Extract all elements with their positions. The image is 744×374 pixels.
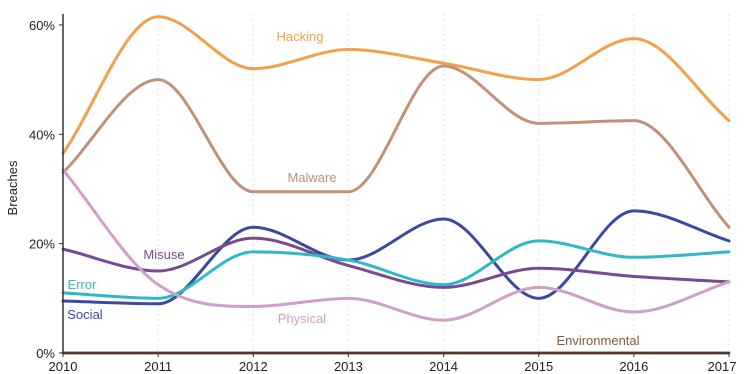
series-label-malware: Malware bbox=[287, 170, 336, 185]
x-tick-label: 2015 bbox=[524, 359, 553, 374]
label-layer: Hacking Malware Social Misuse Error Physical E… bbox=[67, 29, 639, 348]
series-line-physical bbox=[61, 168, 731, 322]
x-tick-label: 2010 bbox=[49, 359, 78, 374]
y-tick-label: 0% bbox=[36, 346, 55, 361]
series-line-error bbox=[61, 239, 731, 300]
y-tick-label: 20% bbox=[29, 237, 55, 252]
y-axis-title: Breaches bbox=[5, 160, 20, 215]
series-line-hacking bbox=[61, 15, 731, 155]
series-label-hacking: Hacking bbox=[277, 29, 324, 44]
series-label-misuse: Misuse bbox=[143, 247, 184, 262]
x-tick-label: 2011 bbox=[144, 359, 172, 374]
axis-layer: Breaches bbox=[5, 14, 729, 354]
tick-layer: 0% 20% 40% 60% 2010 2011 2012 2013 2014 2015 2016 2… bbox=[29, 18, 736, 374]
x-tick-label: 2016 bbox=[619, 359, 648, 374]
x-tick-label: 2014 bbox=[429, 359, 458, 374]
x-tick-label: 2013 bbox=[334, 359, 363, 374]
y-tick-label: 60% bbox=[29, 18, 55, 33]
series-label-physical: Physical bbox=[278, 311, 327, 326]
series-label-social: Social bbox=[67, 307, 103, 322]
x-tick-label: 2012 bbox=[239, 359, 268, 374]
series-label-environmental: Environmental bbox=[556, 333, 639, 348]
grid-layer bbox=[157, 14, 730, 353]
x-tick-label: 2017 bbox=[708, 359, 737, 374]
series-label-error: Error bbox=[68, 277, 98, 292]
series-line-misuse bbox=[61, 236, 731, 289]
series-layer bbox=[61, 15, 731, 355]
series-line-malware bbox=[61, 64, 731, 229]
y-tick-label: 40% bbox=[29, 127, 55, 142]
